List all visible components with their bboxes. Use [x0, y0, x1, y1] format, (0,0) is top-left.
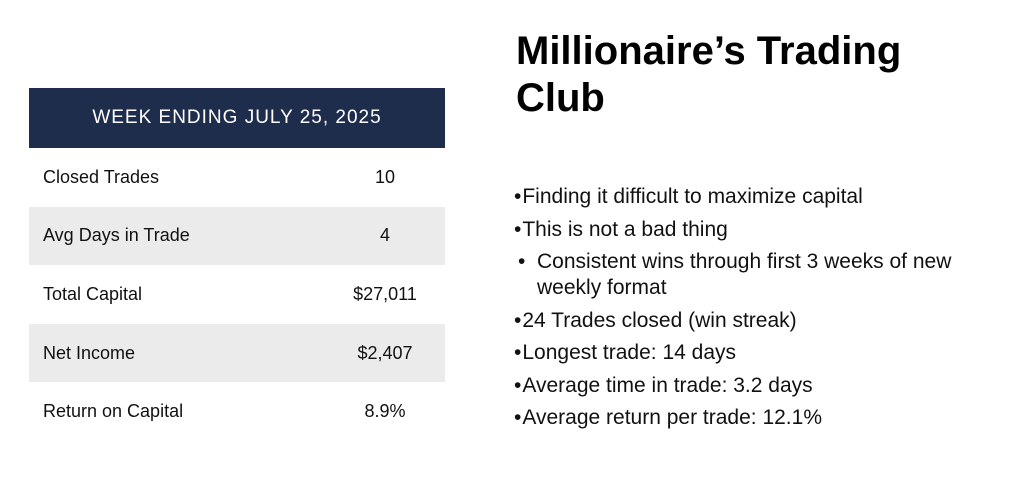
row-value: 10 — [374, 166, 396, 187]
bullet-text: This is not a bad thing — [522, 217, 728, 241]
table-row: Total Capital $27,011 — [29, 265, 445, 324]
bullet-marker: • — [514, 373, 522, 397]
bullet-marker: • — [514, 308, 522, 332]
bullet-marker: • — [518, 250, 526, 273]
list-item: •24 Trades closed (win streak) — [514, 308, 1014, 334]
bullet-marker: • — [514, 406, 522, 429]
bullet-text: 24 Trades closed (win streak) — [522, 308, 797, 332]
row-label: Return on Capital — [43, 401, 184, 422]
bullet-list: •Finding it difficult to maximize capita… — [514, 184, 1014, 438]
list-item: •Finding it difficult to maximize capita… — [514, 184, 1014, 210]
bullet-text: Average time in trade: 3.2 days — [522, 373, 813, 397]
bullet-marker: • — [514, 185, 522, 208]
row-value: 4 — [379, 225, 390, 246]
bullet-text: Average return per trade: 12.1% — [522, 406, 822, 429]
weekly-stats-table: WEEK ENDING JULY 25, 2025 Closed Trades … — [29, 88, 445, 441]
row-value: $2,407 — [357, 342, 413, 363]
bullet-text: Longest trade: 14 days — [522, 341, 737, 364]
list-item: •Average return per trade: 12.1% — [514, 405, 1014, 431]
row-label: Total Capital — [43, 283, 143, 304]
row-label: Avg Days in Trade — [43, 225, 190, 246]
list-item: •Longest trade: 14 days — [514, 340, 1014, 366]
row-value: 8.9% — [364, 401, 406, 422]
row-value: $27,011 — [353, 283, 417, 304]
bullet-text: Finding it difficult to maximize capital — [522, 185, 863, 208]
bullet-text: Consistent wins through first 3 weeks of… — [537, 250, 952, 299]
row-label: Closed Trades — [43, 166, 160, 187]
table-row: Net Income $2,407 — [29, 323, 445, 383]
bullet-marker: • — [514, 341, 522, 364]
slide-title: Millionaire’s Trading Club — [516, 29, 902, 120]
list-item: •This is not a bad thing — [514, 217, 1014, 243]
table-header: WEEK ENDING JULY 25, 2025 — [29, 88, 445, 148]
table-row: Return on Capital 8.9% — [29, 382, 445, 441]
table-row: Avg Days in Trade 4 — [29, 206, 445, 266]
row-label: Net Income — [43, 342, 136, 363]
list-item: • Consistent wins through first 3 weeks o… — [514, 249, 1014, 301]
list-item: •Average time in trade: 3.2 days — [514, 373, 1014, 399]
bullet-marker: • — [514, 217, 522, 241]
table-row: Closed Trades 10 — [29, 148, 445, 207]
